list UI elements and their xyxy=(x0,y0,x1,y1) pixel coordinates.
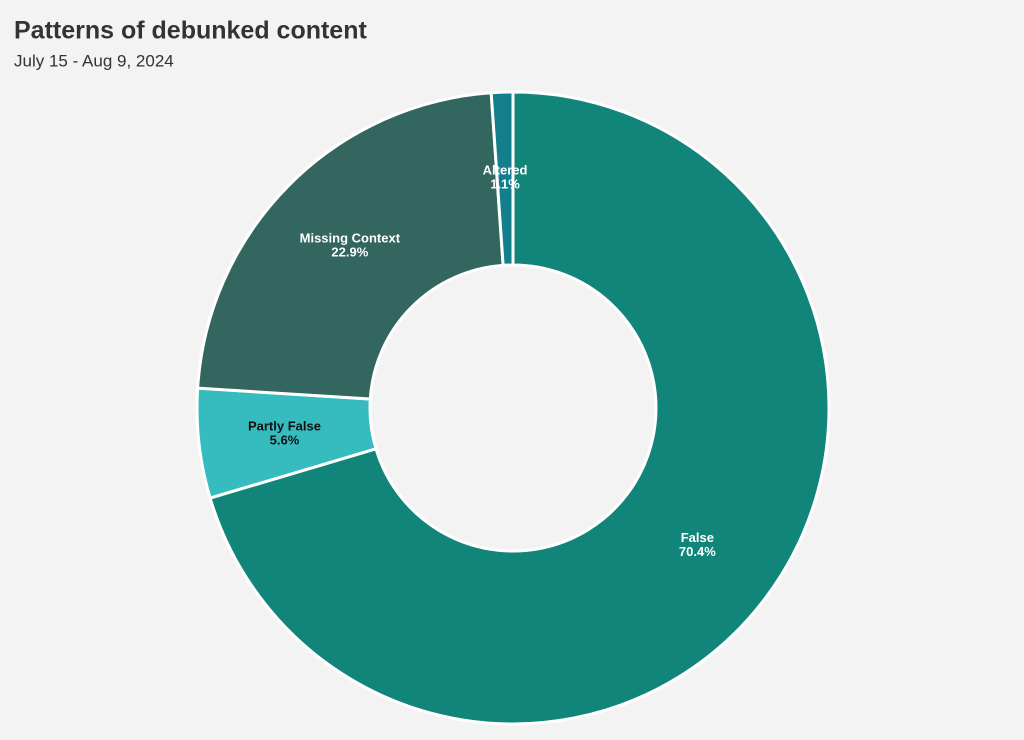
segment-value-label: 1.1% xyxy=(490,177,520,192)
segment-value-label: 22.9% xyxy=(331,244,368,259)
segment-label: Partly False xyxy=(248,418,321,433)
chart-subtitle: July 15 - Aug 9, 2024 xyxy=(14,51,174,70)
segment-label: False xyxy=(681,530,714,545)
segment-value-label: 5.6% xyxy=(270,432,300,447)
donut-segment xyxy=(489,90,515,267)
segment-label: Altered xyxy=(483,163,528,178)
segment-label: Missing Context xyxy=(300,230,401,245)
chart-title: Patterns of debunked content xyxy=(14,17,367,45)
donut-segment xyxy=(196,91,505,401)
segment-value-label: 70.4% xyxy=(679,544,716,559)
donut-segment xyxy=(208,90,831,726)
